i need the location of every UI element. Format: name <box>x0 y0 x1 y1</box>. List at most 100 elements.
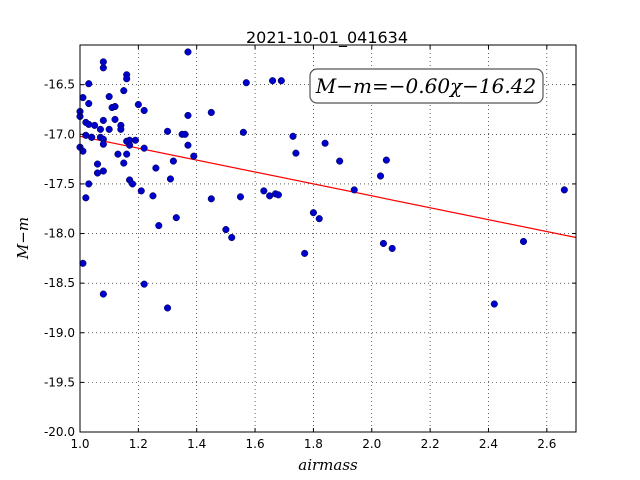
data-point <box>184 48 192 56</box>
data-point <box>120 159 128 167</box>
data-point <box>379 239 387 248</box>
data-point <box>96 125 104 133</box>
data-point <box>315 215 323 223</box>
y-tick-label: -20.0 <box>44 425 75 439</box>
data-point <box>152 164 160 172</box>
x-tick-label: 1.4 <box>187 437 206 451</box>
data-point <box>336 157 344 165</box>
data-point <box>82 194 90 202</box>
data-point <box>289 132 297 140</box>
data-point <box>99 116 107 124</box>
data-point <box>163 304 172 312</box>
data-point <box>172 214 180 222</box>
data-point <box>134 100 142 109</box>
plot-frame <box>79 44 577 433</box>
data-point <box>137 187 145 195</box>
data-point <box>120 87 128 95</box>
data-point <box>79 259 87 267</box>
data-point <box>123 150 131 158</box>
x-tick-label: 1.8 <box>304 437 323 451</box>
data-point <box>242 79 250 87</box>
chart-title: 2021-10-01_041634 <box>246 28 408 48</box>
y-tick-label: -17.5 <box>44 177 75 191</box>
y-tick-label: -19.0 <box>44 326 75 340</box>
grid-lines <box>79 45 576 433</box>
data-point <box>88 133 96 141</box>
data-point <box>350 186 358 194</box>
data-point <box>99 167 107 175</box>
fit-equation: M−m=−0.60χ−16.42 <box>315 74 536 98</box>
data-point <box>274 191 282 199</box>
data-point <box>85 180 93 188</box>
x-tick-label: 2.2 <box>421 437 440 451</box>
data-point <box>207 195 215 203</box>
data-point <box>382 156 390 164</box>
data-point <box>207 108 215 117</box>
data-point <box>163 127 172 135</box>
x-tick-label: 2.6 <box>537 437 556 451</box>
data-points <box>76 48 568 312</box>
data-point <box>117 125 125 133</box>
data-point <box>131 136 139 144</box>
data-point <box>277 77 285 85</box>
data-point <box>99 64 107 72</box>
data-point <box>79 94 87 102</box>
x-tick-label: 1.2 <box>129 437 148 451</box>
data-point <box>99 58 107 66</box>
axis-ticks: 1.0 1.2 1.4 1.6 1.8 2.0 2.2 2.4 2.6 -16.5 -17.0 -17… <box>44 45 576 451</box>
data-point <box>184 141 192 149</box>
data-point <box>140 106 148 115</box>
data-point <box>236 193 245 201</box>
y-axis-label: M−m <box>14 217 32 260</box>
data-point <box>239 128 247 136</box>
data-point <box>93 160 102 168</box>
data-point <box>309 209 317 217</box>
data-point <box>166 175 174 183</box>
data-point <box>321 139 329 147</box>
y-tick-label: -16.5 <box>44 78 75 92</box>
data-point <box>181 130 189 138</box>
data-point <box>85 99 93 108</box>
data-point <box>111 102 119 111</box>
y-tick-label: -18.0 <box>44 227 75 241</box>
data-point <box>123 75 131 83</box>
data-point <box>388 244 396 252</box>
x-tick-label: 2.4 <box>479 437 498 451</box>
data-point <box>560 186 568 194</box>
fit-line-group <box>79 135 577 239</box>
data-point <box>149 192 157 200</box>
data-point <box>292 149 300 157</box>
equation-box: M−m=−0.60χ−16.42 <box>309 68 544 104</box>
data-point <box>184 111 192 120</box>
data-point <box>79 147 87 155</box>
data-point <box>99 290 107 298</box>
data-point <box>140 144 148 152</box>
data-point <box>85 120 93 128</box>
y-tick-label: -17.0 <box>44 127 75 141</box>
data-point <box>105 125 113 133</box>
data-point <box>128 180 137 188</box>
x-tick-label: 2.0 <box>362 437 381 451</box>
equation-box-frame <box>309 68 544 104</box>
data-point <box>140 280 148 288</box>
data-point <box>105 93 113 101</box>
data-point <box>99 140 107 148</box>
data-point <box>269 77 277 85</box>
data-point <box>228 233 236 242</box>
x-tick-label: 1.0 <box>70 437 89 451</box>
data-point <box>111 115 119 123</box>
data-point <box>260 187 268 195</box>
data-point <box>301 249 309 257</box>
fit-line <box>79 135 577 239</box>
data-point <box>91 121 99 129</box>
data-point <box>490 300 498 308</box>
y-tick-label: -19.5 <box>44 375 75 389</box>
data-point <box>85 80 93 88</box>
data-point <box>519 237 528 246</box>
y-tick-label: -18.5 <box>44 276 75 290</box>
data-point <box>376 172 385 180</box>
data-point <box>126 141 134 149</box>
data-point <box>190 152 198 160</box>
x-tick-label: 1.6 <box>246 437 265 451</box>
data-point <box>114 150 122 158</box>
